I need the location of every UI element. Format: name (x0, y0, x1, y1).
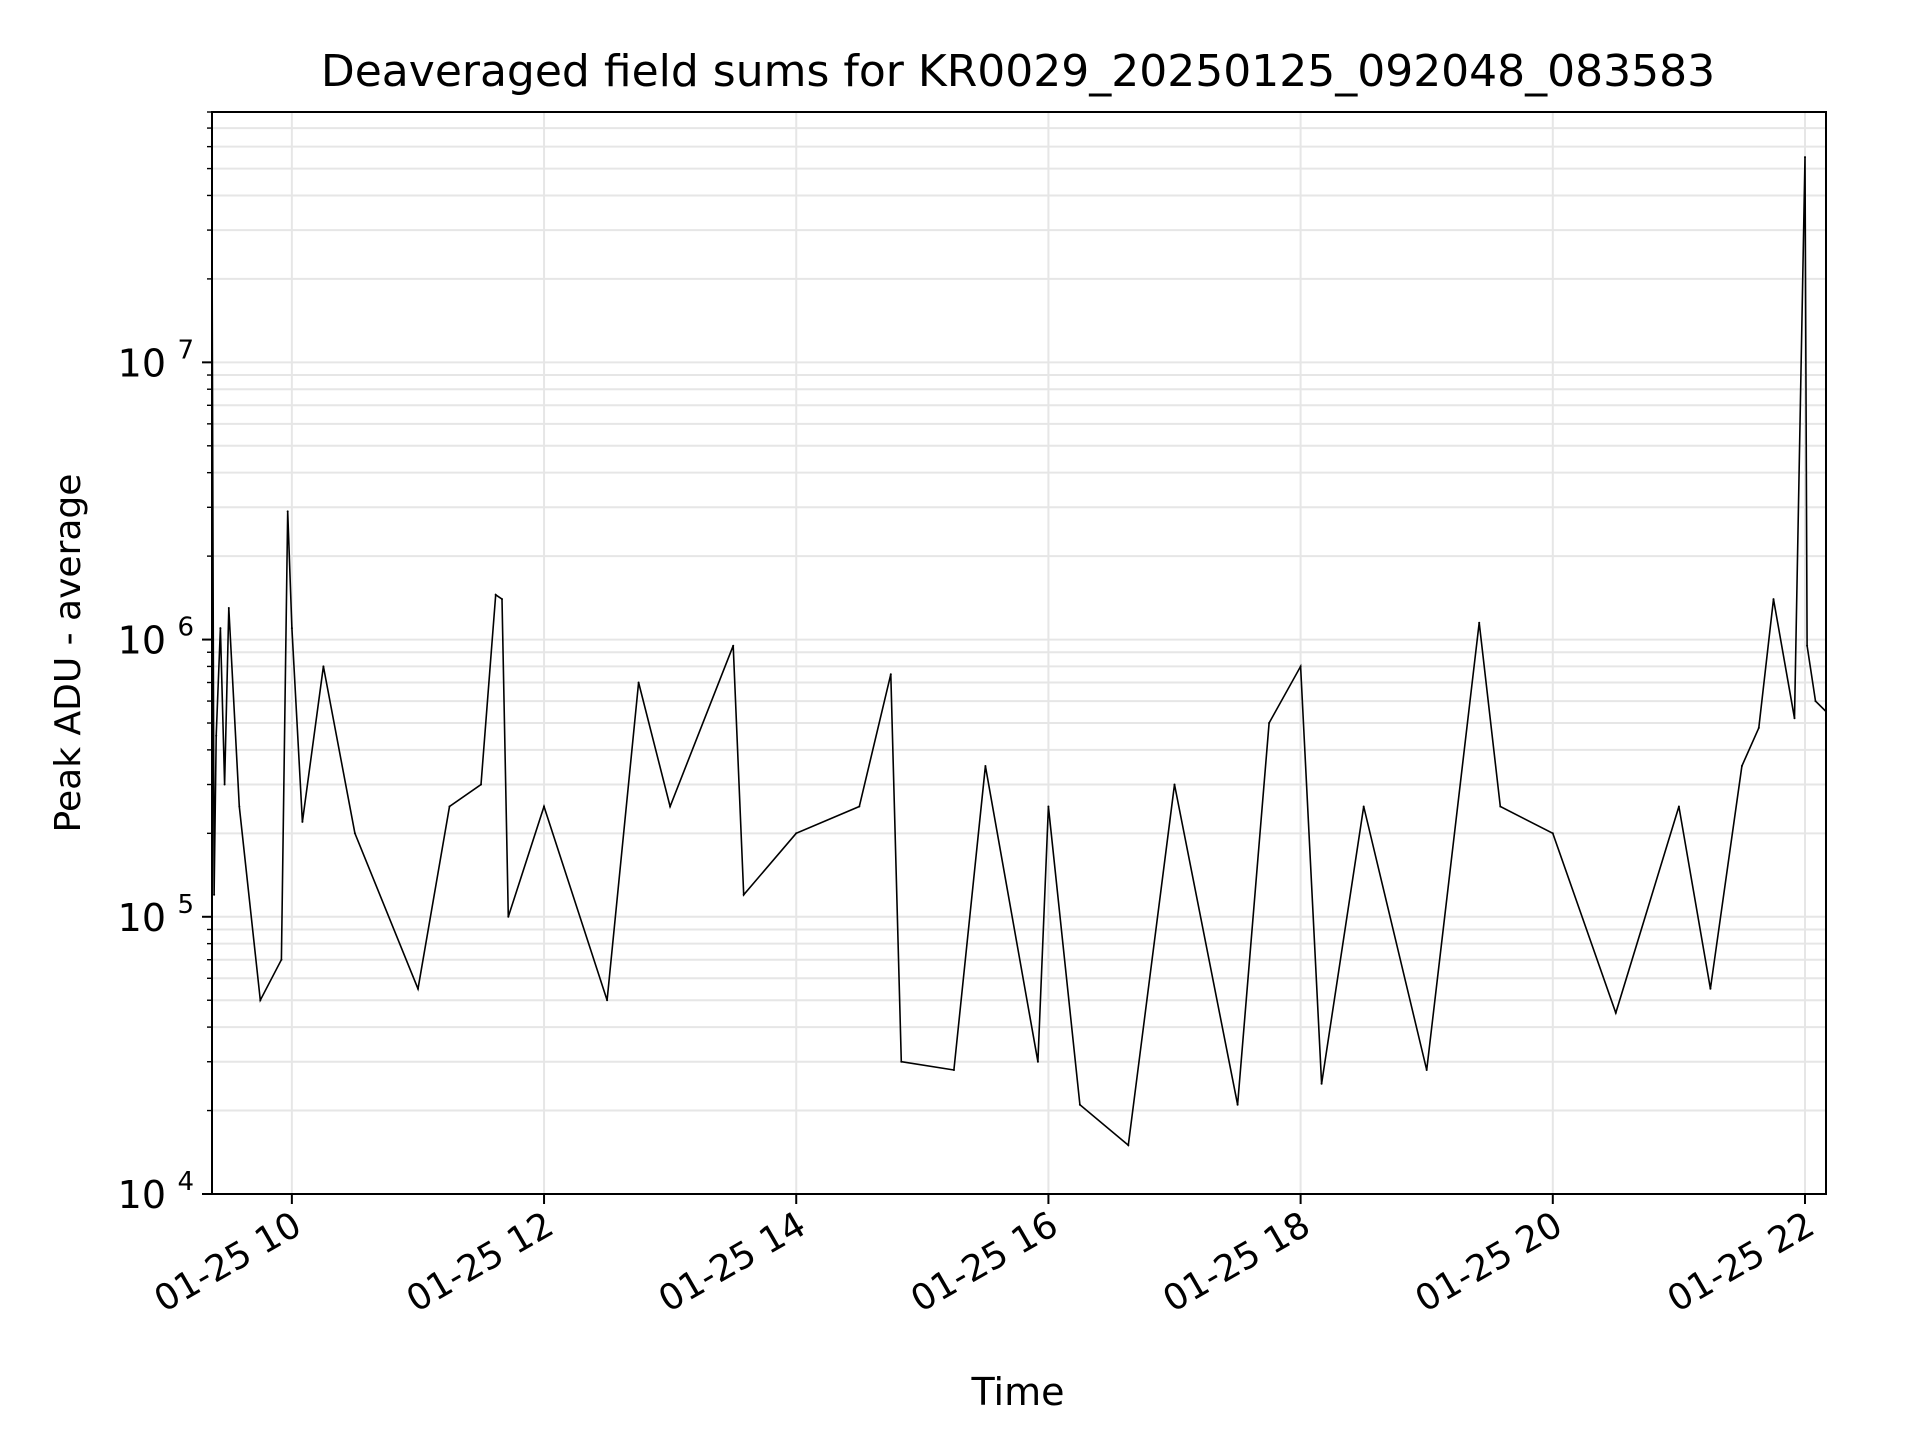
data-point (1362, 805, 1365, 808)
data-point (900, 1060, 903, 1063)
y-tick-label: 10 (118, 341, 166, 385)
data-point (1036, 1060, 1039, 1063)
y-tick-label-exponent: 7 (177, 335, 194, 365)
data-point (301, 820, 304, 823)
y-tick-label: 10 (118, 619, 166, 663)
data-point (669, 805, 672, 808)
data-point (606, 999, 609, 1002)
data-point (1268, 722, 1271, 724)
data-point (223, 783, 226, 786)
data-point (1614, 1011, 1617, 1014)
data-point (1320, 1082, 1323, 1085)
data-point (353, 832, 356, 835)
data-point (742, 893, 745, 896)
data-point (1551, 832, 1554, 835)
y-tick-label-exponent: 5 (177, 890, 194, 920)
y-tick-label-base: 10 (118, 896, 166, 940)
y-tick-label: 10 (118, 1173, 166, 1217)
data-point (1299, 665, 1302, 668)
plot-frame (211, 111, 1827, 1195)
data-point (795, 832, 798, 835)
data-point (259, 999, 262, 1002)
data-point (1173, 783, 1176, 786)
data-point (238, 805, 241, 808)
data-point (494, 593, 497, 596)
data-point (417, 987, 419, 990)
chart-title: Deaveraged field sums for KR0029_2025012… (321, 46, 1715, 97)
data-point (1499, 805, 1502, 808)
data-point (290, 627, 293, 630)
data-point (1236, 1103, 1239, 1106)
y-axis-label: Peak ADU - average (48, 474, 89, 833)
data-point (227, 607, 230, 609)
data-point (448, 805, 451, 808)
data-point (1709, 987, 1712, 990)
data-point (480, 783, 482, 786)
data-point (213, 893, 216, 896)
data-point (280, 958, 283, 961)
data-point (1047, 805, 1050, 808)
data-point (1677, 805, 1680, 808)
y-tick-label-exponent: 6 (177, 613, 194, 643)
data-point (219, 627, 222, 630)
data-point (952, 1069, 955, 1071)
data-point (286, 510, 289, 513)
y-tick-label: 10 (118, 896, 166, 940)
data-point (732, 644, 735, 647)
data-point (501, 598, 503, 601)
data-point (1478, 621, 1481, 624)
data-point (1425, 1069, 1428, 1071)
x-axis-label: Time (971, 1370, 1065, 1414)
data-point (215, 734, 218, 737)
y-axis: 10 4 10 5 10 6 10 7 (118, 111, 212, 1217)
data-point (1814, 700, 1817, 703)
data-point (543, 805, 545, 808)
data-point (1127, 1144, 1130, 1147)
data-point (322, 665, 325, 668)
data-point (889, 673, 892, 676)
y-tick-label-exponent: 4 (177, 1167, 194, 1197)
y-tick-label-base: 10 (118, 341, 166, 385)
data-point (1078, 1103, 1081, 1106)
y-tick-label-base: 10 (118, 1173, 166, 1217)
data-point (1793, 717, 1796, 720)
series-layer (211, 156, 1827, 1147)
data-point (984, 765, 987, 767)
y-tick-label-base: 10 (118, 619, 166, 663)
data-point (1806, 644, 1809, 647)
data-point (1757, 726, 1760, 729)
data-point (1740, 765, 1743, 767)
data-point (1772, 598, 1775, 601)
data-point (1804, 156, 1806, 159)
data-point (507, 915, 510, 918)
data-point (637, 681, 640, 684)
data-point (858, 805, 861, 808)
